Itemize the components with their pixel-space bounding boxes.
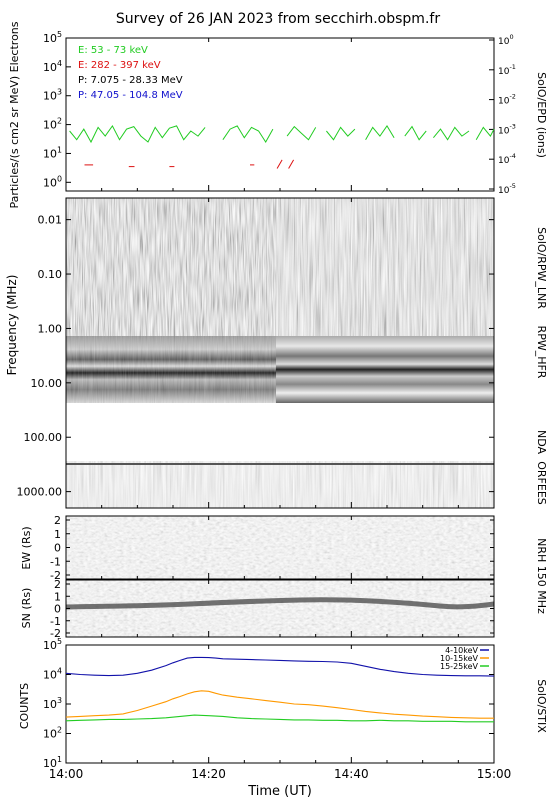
epd-right-label: SolO/EPD (ions) bbox=[535, 72, 548, 158]
epd-y-tick-label: 103 bbox=[43, 88, 62, 103]
time-tick-label: 14:20 bbox=[191, 767, 226, 781]
stix-y-tick-label: 105 bbox=[43, 637, 62, 652]
nrh-sn-label: SN (Rs) bbox=[20, 588, 33, 629]
nrh-sn-y-tick-label: -1 bbox=[50, 615, 61, 628]
spectrogram-y-label: Frequency (MHz) bbox=[5, 275, 19, 376]
nrh-sn-y-tick-label: -2 bbox=[50, 627, 61, 640]
epd-series-line bbox=[286, 125, 317, 141]
epd-legend-entry: E: 53 - 73 keV bbox=[78, 45, 148, 56]
epd-series-line bbox=[365, 124, 395, 140]
epd-series-line bbox=[404, 125, 427, 141]
epd-series-line bbox=[276, 159, 283, 169]
nrh-ew-y-tick-label: -1 bbox=[50, 555, 61, 568]
time-axis-label: Time (UT) bbox=[247, 784, 312, 799]
epd-legend: E: 53 - 73 keV E: 282 - 397 keV P: 7.075 -… bbox=[78, 45, 183, 101]
epd-legend-entry: P: 7.075 - 28.33 MeV bbox=[78, 75, 183, 86]
hfr-spectrogram-right bbox=[276, 336, 494, 403]
time-tick-label: 15:00 bbox=[477, 767, 512, 781]
epd-series bbox=[69, 124, 495, 169]
epd-right-tick-label: 10-1 bbox=[498, 63, 516, 77]
nrh-ew-y-tick-label: 0 bbox=[54, 542, 61, 555]
nda-label: NDA bbox=[535, 430, 548, 455]
time-tick-label: 14:00 bbox=[49, 767, 84, 781]
time-tick-label: 14:40 bbox=[334, 767, 369, 781]
stix-y-ticks: 101 102 103 104 105 bbox=[43, 637, 494, 770]
spectrogram-panel: 0.01 0.10 1.00 10.00 100.00 1000.00 Frequency… bbox=[5, 197, 548, 509]
nrh-sn-band bbox=[65, 597, 495, 610]
epd-right-tick-label: 10-4 bbox=[498, 152, 516, 166]
nrh-ew-y-ticks: 210-1-2 bbox=[50, 514, 494, 582]
epd-right-tick-label: 10-5 bbox=[498, 182, 516, 196]
stix-y-tick-label: 104 bbox=[43, 667, 62, 682]
nrh-sn-y-tick-label: 0 bbox=[54, 603, 61, 616]
spectrogram-y-ticks: 0.01 0.10 1.00 10.00 100.00 1000.00 bbox=[17, 214, 494, 499]
epd-y-tick-label: 102 bbox=[43, 117, 62, 132]
epd-legend-entry: E: 282 - 397 keV bbox=[78, 60, 161, 71]
stix-series-line bbox=[65, 656, 495, 677]
stix-y-label: COUNTS bbox=[18, 683, 31, 729]
nrh-sn-y-tick-label: 1 bbox=[54, 590, 61, 603]
epd-series-line bbox=[288, 159, 295, 169]
epd-right-tick-label: 10-3 bbox=[498, 122, 516, 136]
epd-series-line bbox=[69, 124, 206, 144]
epd-series-line bbox=[475, 126, 495, 140]
nrh-sn-image bbox=[66, 580, 494, 637]
stix-series-line bbox=[65, 690, 494, 719]
stix-series-line bbox=[65, 714, 494, 723]
spectrogram-y-tick-label: 0.01 bbox=[38, 214, 63, 227]
epd-right-ticks: 10-5 10-4 10-3 10-2 10-1 100 bbox=[489, 33, 516, 196]
epd-right-tick-label: 100 bbox=[498, 33, 514, 47]
epd-y-tick-label: 104 bbox=[43, 59, 62, 74]
epd-series-line bbox=[433, 126, 470, 141]
nrh-panel: 210-1-2 210-1-2 EW (Rs) SN (Rs) NRH 150 … bbox=[20, 514, 548, 640]
spectrogram-y-tick-label: 10.00 bbox=[31, 377, 63, 390]
stix-y-tick-label: 102 bbox=[43, 726, 62, 741]
hfr-spectrogram-left-noise bbox=[66, 336, 276, 403]
epd-y-tick-label: 100 bbox=[43, 174, 62, 189]
time-axis: 14:00 14:20 14:40 15:00 bbox=[49, 38, 512, 781]
stix-series bbox=[65, 656, 495, 723]
lnr-label: SolO/RPW_LNR bbox=[535, 227, 548, 309]
stix-legend-entry: 10-15keV bbox=[440, 654, 479, 663]
spectrogram-y-tick-label: 100.00 bbox=[24, 431, 63, 444]
epd-legend-entry: P: 47.05 - 104.8 MeV bbox=[78, 90, 183, 101]
nrh-ew-y-tick-label: 1 bbox=[54, 528, 61, 541]
nrh-ew-image bbox=[66, 516, 494, 579]
orfees-spectrogram bbox=[66, 461, 494, 508]
epd-series-line bbox=[326, 126, 356, 141]
stix-legend-entry: 15-25keV bbox=[440, 662, 479, 671]
nrh-sn-y-ticks: 210-1-2 bbox=[50, 578, 494, 640]
epd-y-tick-label: 105 bbox=[43, 30, 62, 45]
nda-spectrogram bbox=[66, 403, 494, 461]
lnr-spectrogram-left bbox=[66, 198, 276, 336]
stix-y-tick-label: 103 bbox=[43, 696, 62, 711]
stix-right-label: SolO/STIX bbox=[535, 679, 548, 733]
figure-title: Survey of 26 JAN 2023 from secchirh.obsp… bbox=[116, 11, 440, 27]
epd-right-tick-label: 10-2 bbox=[498, 93, 516, 107]
spectrogram-y-tick-label: 1.00 bbox=[38, 322, 63, 335]
epd-y-tick-label: 101 bbox=[43, 145, 62, 160]
nrh-ew-y-tick-label: -2 bbox=[50, 569, 61, 582]
spectrogram-y-tick-label: 0.10 bbox=[38, 268, 63, 281]
nrh-right-label: NRH 150 MHz bbox=[535, 538, 548, 614]
epd-y-ticks: 100 101 102 103 104 105 bbox=[43, 30, 71, 189]
stix-legend-entry: 4-10keV bbox=[445, 646, 478, 655]
nrh-ew-label: EW (Rs) bbox=[20, 526, 33, 569]
orfees-label: ORFEES bbox=[535, 461, 548, 505]
stix-y-tick-label: 101 bbox=[43, 755, 62, 770]
epd-y-label: Particles/(s cm2 sr MeV) Electrons bbox=[8, 21, 21, 208]
orfees-band bbox=[66, 463, 494, 465]
lnr-spectrogram-right bbox=[276, 198, 494, 336]
nrh-sn-y-tick-label: 2 bbox=[54, 578, 61, 591]
epd-series-line bbox=[222, 125, 274, 143]
nrh-ew-y-tick-label: 2 bbox=[54, 514, 61, 527]
spectrogram-y-tick-label: 1000.00 bbox=[17, 486, 63, 499]
stix-frame bbox=[65, 644, 495, 764]
hfr-label: RPW_HFR bbox=[535, 326, 548, 379]
